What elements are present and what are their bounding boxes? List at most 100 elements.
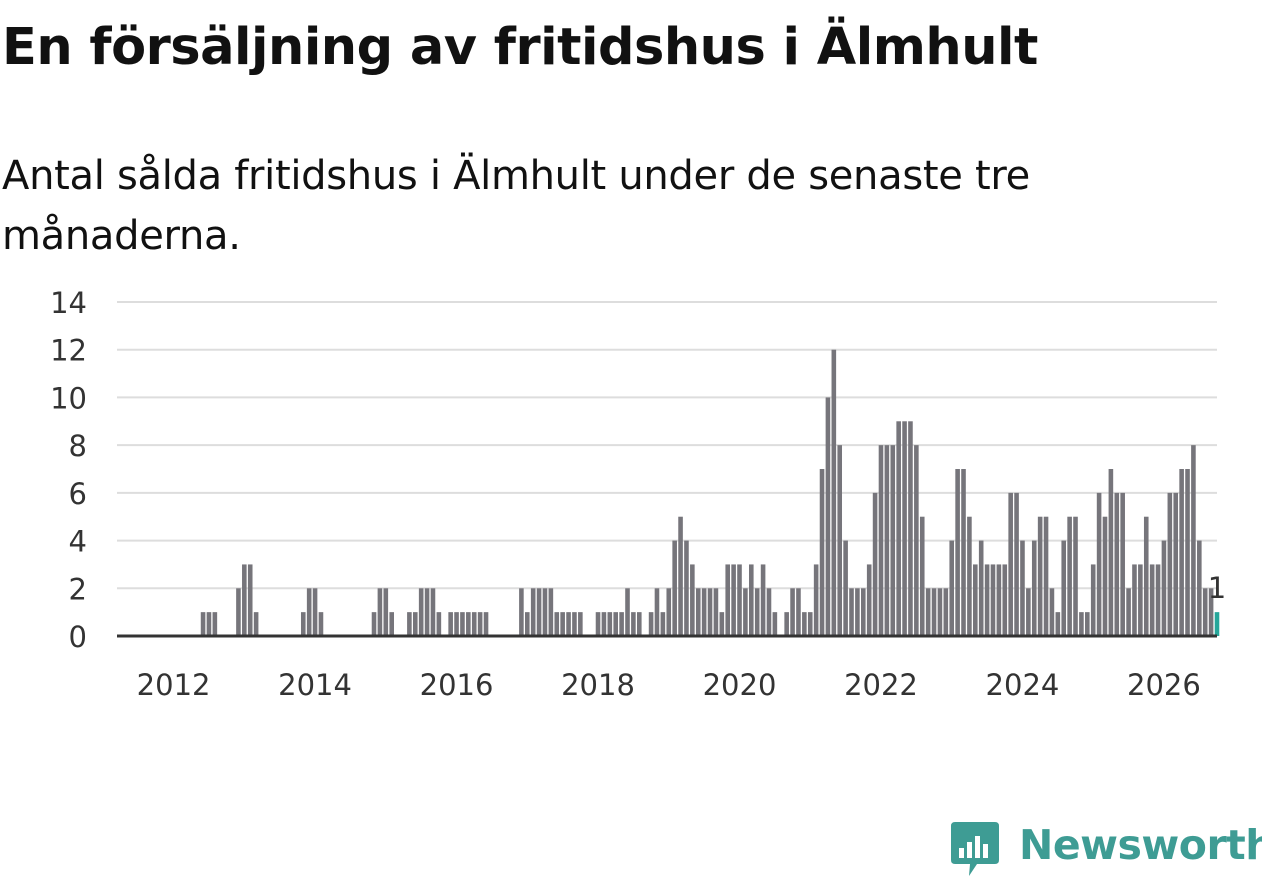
bar <box>813 564 819 636</box>
bar <box>931 588 937 636</box>
bar <box>825 397 831 636</box>
bar <box>554 612 560 636</box>
bar <box>984 564 990 636</box>
bar <box>684 540 689 636</box>
y-tick-label-4: 4 <box>69 525 87 559</box>
bar <box>1202 588 1208 636</box>
brand-name: Newsworthy <box>1019 821 1262 869</box>
bar <box>707 588 713 636</box>
bar <box>1161 540 1167 636</box>
bar <box>566 612 571 636</box>
y-tick-label-12: 12 <box>50 334 87 368</box>
x-axis-ticks: 2012 2014 2016 2018 2020 2022 2024 2026 <box>137 668 1201 702</box>
bar <box>790 588 795 636</box>
bar <box>619 612 624 636</box>
newsworthy-logo[interactable]: Newsworthy <box>951 818 1262 880</box>
bar <box>731 564 736 636</box>
bar <box>1179 469 1184 636</box>
bar <box>1155 564 1161 636</box>
bar <box>1132 564 1137 636</box>
bar <box>961 469 966 636</box>
bar <box>678 516 683 636</box>
bar <box>418 588 424 636</box>
bar <box>654 588 660 636</box>
bar <box>578 612 583 636</box>
bar <box>1031 540 1037 636</box>
x-tick-label-2026: 2026 <box>1127 668 1201 702</box>
bar <box>766 588 772 636</box>
bar <box>471 612 477 636</box>
bar <box>796 588 801 636</box>
bar <box>1037 516 1043 636</box>
bar <box>407 612 412 636</box>
bar <box>477 612 483 636</box>
highlight-value-label: 1 <box>1208 571 1226 605</box>
bar <box>1167 492 1173 636</box>
bar <box>919 516 925 636</box>
bar <box>937 588 943 636</box>
x-tick-label-2024: 2024 <box>986 668 1060 702</box>
bar <box>200 612 206 636</box>
bar <box>908 421 913 636</box>
bar <box>749 564 754 636</box>
bar <box>843 540 848 636</box>
bar <box>548 588 554 636</box>
bar <box>371 612 377 636</box>
x-tick-label-2012: 2012 <box>137 668 211 702</box>
bar <box>1102 516 1108 636</box>
x-tick-label-2022: 2022 <box>844 668 918 702</box>
bar <box>1143 516 1149 636</box>
bar <box>247 564 253 636</box>
bar <box>1138 564 1143 636</box>
bar <box>1061 540 1067 636</box>
bar <box>318 612 324 636</box>
bar <box>772 612 778 636</box>
y-tick-label-2: 2 <box>69 572 87 606</box>
bar <box>1197 540 1202 636</box>
bar <box>454 612 459 636</box>
bar <box>713 588 719 636</box>
y-tick-label-8: 8 <box>69 429 87 463</box>
bar <box>1014 492 1019 636</box>
bar <box>890 445 896 636</box>
bar <box>377 588 383 636</box>
bar <box>831 349 837 636</box>
bar <box>837 445 843 636</box>
x-tick-label-2018: 2018 <box>561 668 635 702</box>
bar <box>1108 469 1114 636</box>
y-axis-ticks: 0 2 4 6 8 10 12 14 <box>50 286 87 654</box>
bar <box>802 612 807 636</box>
chart-title: En försäljning av fritidshus i Älmhult <box>2 18 1038 77</box>
x-tick-label-2020: 2020 <box>703 668 777 702</box>
bar <box>613 612 619 636</box>
bar <box>990 564 996 636</box>
bar <box>1126 588 1131 636</box>
bar <box>460 612 465 636</box>
gridlines <box>117 301 1217 590</box>
bar <box>872 492 878 636</box>
bar <box>637 612 642 636</box>
bar <box>542 588 548 636</box>
bar <box>1055 612 1061 636</box>
x-tick-label-2016: 2016 <box>420 668 494 702</box>
bar <box>389 612 394 636</box>
bar <box>760 564 766 636</box>
bar <box>483 612 489 636</box>
bar <box>719 612 725 636</box>
bar <box>625 588 630 636</box>
bar <box>1149 564 1155 636</box>
bar <box>701 588 707 636</box>
bar <box>212 612 218 636</box>
bar <box>601 612 607 636</box>
bar <box>660 612 666 636</box>
bar <box>607 612 613 636</box>
bar <box>1026 588 1031 636</box>
bar <box>1208 588 1214 636</box>
bar <box>884 445 890 636</box>
bar <box>1120 492 1125 636</box>
bar <box>1067 516 1072 636</box>
bar <box>560 612 565 636</box>
bar <box>242 564 247 636</box>
x-tick-label-2014: 2014 <box>278 668 352 702</box>
bar <box>949 540 955 636</box>
